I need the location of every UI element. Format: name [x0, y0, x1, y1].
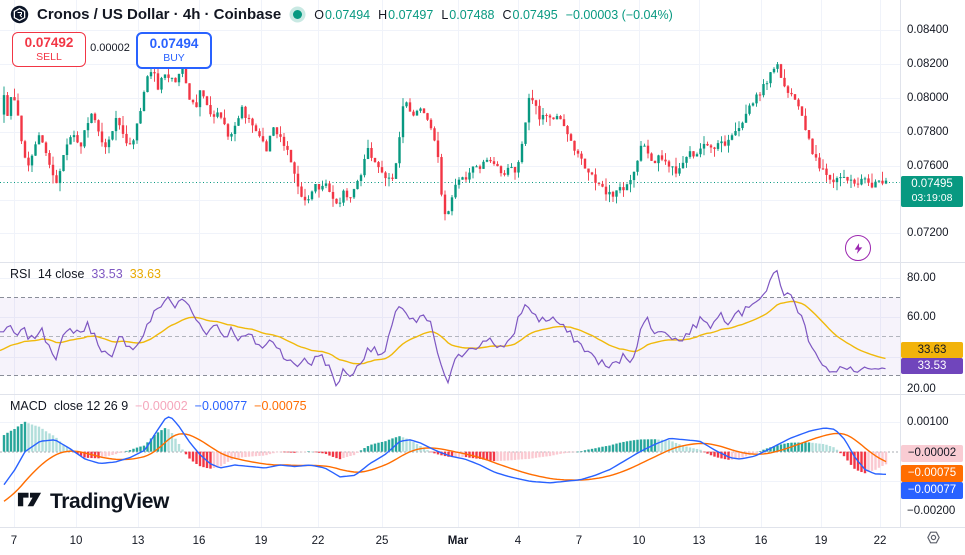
high-label: H: [378, 7, 388, 22]
tradingview-logo-text: TradingView: [50, 490, 169, 513]
rsi-axis-label: 20.00: [907, 383, 936, 395]
bar-countdown: 03:19:08: [911, 191, 953, 204]
macd-line: [3, 416, 887, 486]
macd-signal-value: −0.00075: [254, 399, 307, 413]
open-value: 0.07494: [324, 7, 371, 22]
rsi-ma-badge: 33.63: [901, 342, 963, 358]
time-axis-label: 4: [514, 535, 522, 547]
macd-hist-value: −0.00002: [135, 399, 188, 413]
spread-label: 0.00002: [90, 42, 130, 54]
rsi-ma-line: [0, 300, 886, 365]
high-value: 0.07497: [388, 7, 434, 22]
price-axis-label: 0.08400: [907, 24, 949, 36]
low-value: 0.07488: [449, 7, 495, 22]
time-axis-label: Mar: [447, 535, 469, 547]
time-axis-label: 22: [873, 535, 887, 547]
cronos-logo-icon: [10, 5, 29, 24]
lightning-icon: [854, 242, 862, 254]
candles-group: [2, 61, 888, 221]
current-price-badge: 0.07495 03:19:08: [901, 176, 963, 207]
time-axis-label: 13: [131, 535, 145, 547]
rsi-ma-value: 33.63: [129, 267, 161, 281]
low-label: L: [441, 7, 449, 22]
buy-price: 0.07494: [149, 35, 199, 51]
price-axis-label: 0.07200: [907, 227, 949, 239]
symbol-title[interactable]: Cronos / US Dollar · 4h · Coinbase: [37, 6, 282, 23]
rsi-pane-header[interactable]: RSI 14 close 33.53 33.63: [10, 267, 161, 281]
macd-hist-badge: −0.00002: [901, 445, 963, 462]
price-axis-label: 0.08200: [907, 58, 949, 70]
macd-params: close 12 26 9: [53, 399, 129, 413]
rsi-axis-label: 60.00: [907, 311, 936, 323]
buy-button[interactable]: 0.07494 BUY: [136, 32, 212, 69]
time-axis-label: 13: [692, 535, 706, 547]
current-price: 0.07495: [911, 178, 953, 190]
time-axis-label: 19: [814, 535, 828, 547]
price-axis-label: 0.07600: [907, 160, 949, 172]
timezone-settings-button[interactable]: [925, 529, 943, 547]
tradingview-logo-icon: [16, 486, 43, 518]
time-axis-label: 7: [10, 535, 18, 547]
chart-header: Cronos / US Dollar · 4h · Coinbase O0.07…: [10, 5, 673, 24]
price-axis-label: 0.07800: [907, 126, 949, 138]
gear-icon: [927, 531, 940, 544]
macd-axis-label: −0.00200: [907, 505, 956, 517]
macd-histogram-group: [2, 421, 888, 474]
time-axis-label: 16: [192, 535, 206, 547]
rsi-title: RSI: [10, 267, 31, 281]
grid-lines: [0, 0, 900, 527]
macd-line-value: −0.00077: [194, 399, 248, 413]
macd-title: MACD: [10, 399, 47, 413]
buy-label: BUY: [163, 51, 185, 64]
close-label: C: [502, 7, 512, 22]
rsi-value-badge: 33.53: [901, 357, 963, 374]
market-status-icon[interactable]: [293, 10, 303, 19]
sell-price: 0.07492: [24, 34, 74, 50]
price-axis-label: 0.08000: [907, 92, 949, 104]
open-label: O: [314, 7, 324, 22]
rsi-line: [0, 269, 886, 387]
sell-label: SELL: [36, 50, 62, 63]
macd-pane-header[interactable]: MACD close 12 26 9 −0.00002 −0.00077 −0.…: [10, 399, 307, 413]
ohlc-values: O0.07494 H0.07497 L0.07488 C0.07495 −0.0…: [314, 8, 673, 22]
time-axis-label: 25: [375, 535, 389, 547]
price-change: −0.00003 (−0.04%): [565, 7, 673, 22]
tradingview-logo[interactable]: TradingView: [16, 486, 169, 518]
rsi-value: 33.53: [91, 267, 123, 281]
macd-signal-line: [3, 432, 887, 502]
close-value: 0.07495: [512, 7, 558, 22]
time-axis-label: 10: [632, 535, 646, 547]
macd-line-badge: −0.00077: [901, 481, 963, 499]
time-axis-label: 22: [311, 535, 325, 547]
lightning-button[interactable]: [845, 235, 871, 261]
rsi-axis-label: 80.00: [907, 272, 936, 284]
time-axis-label: 16: [754, 535, 768, 547]
time-axis-label: 7: [575, 535, 583, 547]
time-axis-label: 19: [254, 535, 268, 547]
time-axis-label: 10: [69, 535, 83, 547]
rsi-params: 14 close: [37, 267, 85, 281]
macd-axis-label: 0.00100: [907, 416, 949, 428]
sell-button[interactable]: 0.07492 SELL: [12, 32, 86, 67]
macd-signal-badge: −0.00075: [901, 464, 963, 482]
